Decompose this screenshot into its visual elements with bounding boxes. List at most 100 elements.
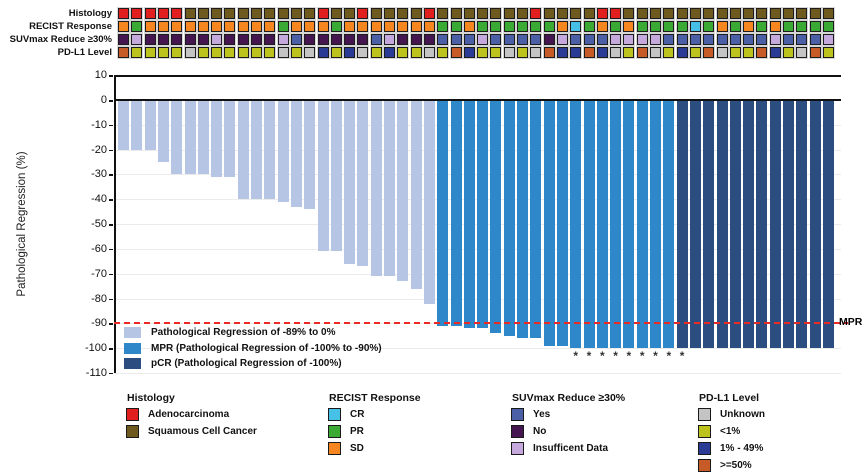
annotation-cell-histology xyxy=(277,8,289,19)
annotation-cell-recist xyxy=(477,21,489,32)
waterfall-bar xyxy=(530,100,542,339)
annotation-cell-suvmax xyxy=(503,34,515,45)
waterfall-bar xyxy=(144,100,156,150)
annotation-cell-pdl1 xyxy=(543,47,555,58)
annotation-cell-recist xyxy=(650,21,661,32)
y-tick xyxy=(109,174,113,176)
annotation-cell-recist xyxy=(716,21,728,32)
annotation-cell-histology xyxy=(596,8,608,19)
annotation-cell-pdl1 xyxy=(676,47,688,58)
annotation-cell-pdl1 xyxy=(224,47,236,58)
gridline xyxy=(114,348,841,350)
annotation-cell-suvmax xyxy=(344,34,356,45)
plot-legend-swatch-mpr xyxy=(124,342,141,354)
annotation-cell-recist xyxy=(384,21,395,32)
annotation-cell-recist xyxy=(437,21,449,32)
annotation-cell-histology xyxy=(477,8,489,19)
legend-item-label: PR xyxy=(350,426,364,437)
y-tick xyxy=(109,75,113,77)
annotation-cell-histology xyxy=(410,8,422,19)
annotation-row-label-pdl1: PD-L1 Level xyxy=(57,47,112,58)
annotation-cell-recist xyxy=(423,21,435,32)
annotation-cell-histology xyxy=(144,8,156,19)
waterfall-bar xyxy=(344,100,356,264)
annotation-cell-histology xyxy=(610,8,622,19)
y-tick xyxy=(109,298,113,301)
legend-group-title: SUVmax Reduce ≥30% xyxy=(512,392,626,404)
annotation-cell-pdl1 xyxy=(570,47,582,58)
annotation-cell-histology xyxy=(330,8,342,19)
annotation-cell-histology xyxy=(118,8,129,19)
waterfall-bar xyxy=(729,100,741,349)
annotation-cell-pdl1 xyxy=(490,47,502,58)
legend-item-label: <1% xyxy=(720,426,741,437)
annotation-cell-recist xyxy=(610,21,622,32)
bar-asterisk: * xyxy=(626,349,632,363)
annotation-cell-histology xyxy=(729,8,741,19)
annotation-cell-pdl1 xyxy=(623,47,635,58)
legend-item-label: Adenocarcinoma xyxy=(148,409,230,420)
legend-swatch xyxy=(328,442,341,455)
y-tick xyxy=(109,348,113,350)
annotation-cell-suvmax xyxy=(783,34,794,45)
y-tick xyxy=(109,124,113,127)
legend-swatch xyxy=(511,442,524,455)
annotation-cell-recist xyxy=(224,21,236,32)
annotation-cell-pdl1 xyxy=(384,47,395,58)
legend-item: Insufficent Data xyxy=(511,442,608,455)
waterfall-bar xyxy=(570,100,582,349)
legend-item-label: >=50% xyxy=(720,460,752,471)
annotation-cell-pdl1 xyxy=(530,47,542,58)
annotation-cell-pdl1 xyxy=(463,47,475,58)
annotation-cell-suvmax xyxy=(251,34,262,45)
annotation-cell-suvmax xyxy=(237,34,249,45)
mpr-threshold-label: MPR xyxy=(839,316,863,329)
plot-legend-label: MPR (Pathological Regression of -100% to… xyxy=(151,342,382,354)
annotation-cell-suvmax xyxy=(423,34,435,45)
annotation-cell-pdl1 xyxy=(304,47,316,58)
waterfall-bar xyxy=(397,100,409,282)
annotation-cell-suvmax xyxy=(530,34,542,45)
annotation-cell-recist xyxy=(317,21,329,32)
annotation-cell-recist xyxy=(264,21,276,32)
annotation-cell-suvmax xyxy=(556,34,568,45)
y-tick xyxy=(109,248,113,251)
y-tick-label: -20 xyxy=(91,143,107,156)
plot-legend-item: MPR (Pathological Regression of -100% to… xyxy=(124,342,382,354)
waterfall-bar xyxy=(410,100,422,289)
waterfall-bar xyxy=(650,100,661,349)
annotation-cell-suvmax xyxy=(490,34,502,45)
annotation-cell-suvmax xyxy=(118,34,129,45)
annotation-cell-histology xyxy=(490,8,502,19)
annotation-cell-pdl1 xyxy=(144,47,156,58)
annotation-cell-histology xyxy=(517,8,528,19)
waterfall-bar xyxy=(769,100,781,349)
annotation-cell-histology xyxy=(623,8,635,19)
annotation-cell-recist xyxy=(197,21,209,32)
waterfall-bar xyxy=(822,100,834,349)
annotation-cell-suvmax xyxy=(822,34,834,45)
annotation-cell-recist xyxy=(490,21,502,32)
annotation-cell-recist xyxy=(689,21,701,32)
legend-swatch xyxy=(511,425,524,438)
bar-asterisk: * xyxy=(613,349,618,363)
annotation-cell-suvmax xyxy=(410,34,422,45)
waterfall-bar xyxy=(277,100,289,202)
annotation-cell-pdl1 xyxy=(663,47,675,58)
annotation-cell-recist xyxy=(290,21,302,32)
annotation-cell-pdl1 xyxy=(290,47,302,58)
annotation-cell-histology xyxy=(251,8,262,19)
zero-baseline xyxy=(114,98,841,101)
waterfall-bar xyxy=(743,100,755,349)
waterfall-bar xyxy=(543,100,555,346)
annotation-cell-pdl1 xyxy=(729,47,741,58)
annotation-cell-recist xyxy=(756,21,768,32)
waterfall-bar xyxy=(131,100,143,150)
waterfall-bar xyxy=(809,100,821,349)
annotation-cell-histology xyxy=(463,8,475,19)
annotation-cell-pdl1 xyxy=(769,47,781,58)
y-tick-label: 0 xyxy=(100,94,107,106)
legend-item-label: Yes xyxy=(533,409,551,420)
annotation-cell-recist xyxy=(277,21,289,32)
annotation-cell-recist xyxy=(570,21,582,32)
